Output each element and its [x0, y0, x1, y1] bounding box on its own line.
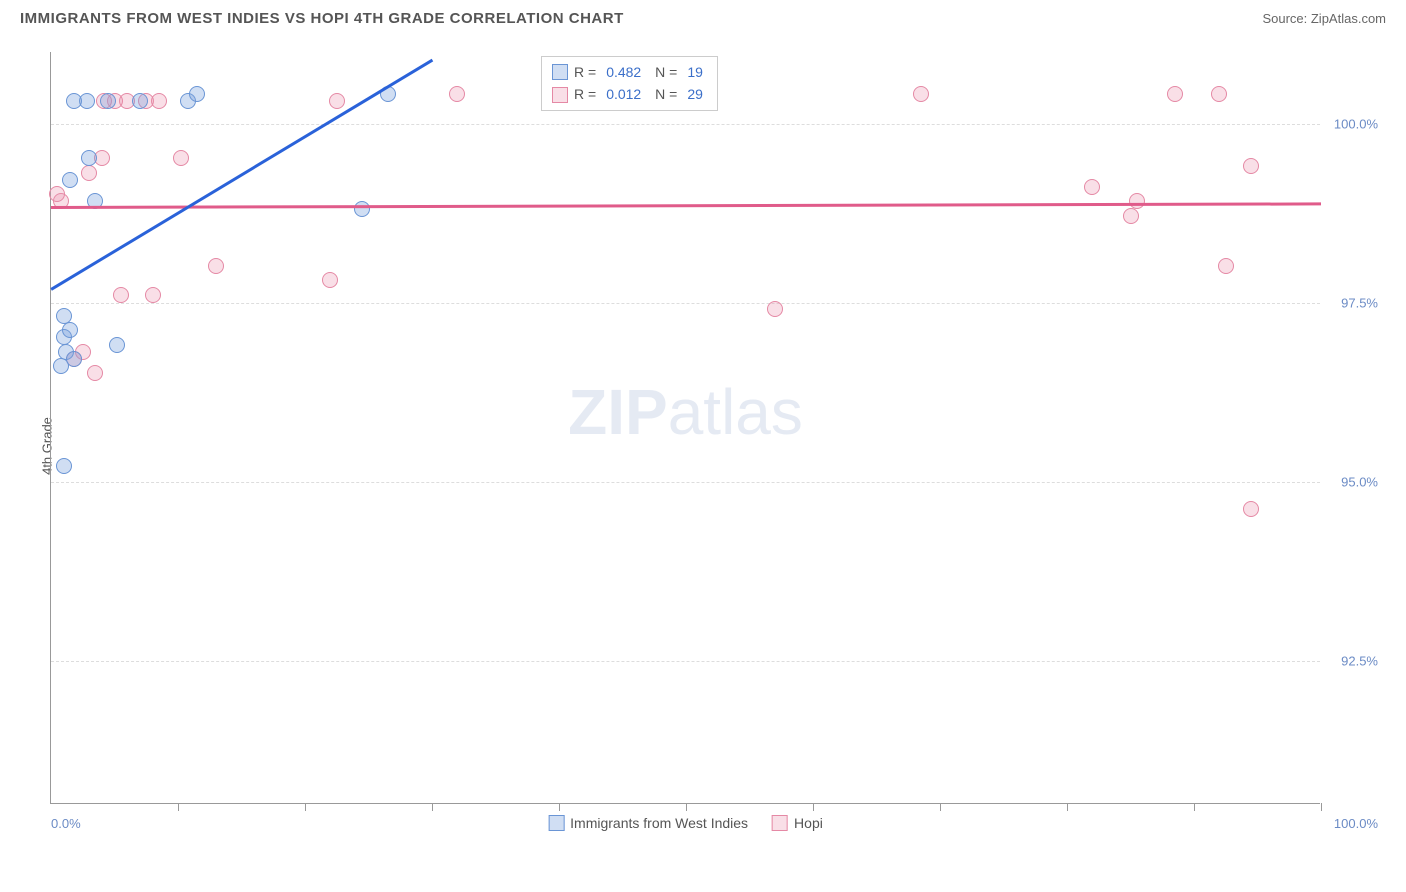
header: IMMIGRANTS FROM WEST INDIES VS HOPI 4TH …: [0, 0, 1406, 35]
scatter-point: [62, 172, 78, 188]
scatter-point: [767, 301, 783, 317]
legend-swatch-a-icon: [548, 815, 564, 831]
x-tick: [1067, 803, 1068, 811]
legend-row-a: R = 0.482 N = 19: [552, 61, 707, 83]
scatter-point: [1123, 208, 1139, 224]
series-legend: Immigrants from West Indies Hopi: [548, 815, 823, 831]
watermark: ZIPatlas: [568, 375, 803, 449]
legend-item-b: Hopi: [772, 815, 823, 831]
scatter-point: [1167, 86, 1183, 102]
scatter-point: [1084, 179, 1100, 195]
scatter-point: [87, 365, 103, 381]
scatter-point: [449, 86, 465, 102]
scatter-point: [208, 258, 224, 274]
scatter-point: [56, 308, 72, 324]
legend-row-b: R = 0.012 N = 29: [552, 83, 707, 105]
watermark-bold: ZIP: [568, 376, 668, 448]
scatter-point: [132, 93, 148, 109]
scatter-point: [56, 458, 72, 474]
scatter-point: [113, 287, 129, 303]
x-tick: [813, 803, 814, 811]
x-tick: [178, 803, 179, 811]
y-tick-label: 100.0%: [1334, 116, 1378, 131]
source-label: Source: ZipAtlas.com: [1262, 11, 1386, 26]
scatter-point: [100, 93, 116, 109]
scatter-point: [81, 150, 97, 166]
scatter-point: [173, 150, 189, 166]
gridline: [51, 124, 1320, 125]
legend-swatch-b: [552, 87, 568, 103]
legend-n-label-a: N =: [651, 61, 677, 83]
scatter-point: [145, 287, 161, 303]
scatter-point: [109, 337, 125, 353]
x-tick: [1321, 803, 1322, 811]
scatter-point: [49, 186, 65, 202]
chart-title: IMMIGRANTS FROM WEST INDIES VS HOPI 4TH …: [20, 10, 624, 27]
scatter-point: [913, 86, 929, 102]
x-tick: [1194, 803, 1195, 811]
x-tick: [686, 803, 687, 811]
scatter-point: [53, 358, 69, 374]
scatter-point: [1243, 501, 1259, 517]
chart-area: ZIPatlas R = 0.482 N = 19 R = 0.012 N = …: [50, 52, 1320, 804]
scatter-point: [62, 322, 78, 338]
legend-swatch-a: [552, 64, 568, 80]
legend-n-label-b: N =: [651, 83, 677, 105]
scatter-point: [354, 201, 370, 217]
legend-label-a: Immigrants from West Indies: [570, 815, 748, 831]
scatter-point: [1243, 158, 1259, 174]
gridline: [51, 482, 1320, 483]
scatter-point: [1218, 258, 1234, 274]
legend-swatch-b-icon: [772, 815, 788, 831]
legend-r-label-a: R =: [574, 61, 596, 83]
gridline: [51, 661, 1320, 662]
scatter-point: [81, 165, 97, 181]
scatter-point: [66, 93, 82, 109]
legend-item-a: Immigrants from West Indies: [548, 815, 748, 831]
watermark-light: atlas: [668, 376, 803, 448]
y-tick-label: 95.0%: [1341, 474, 1378, 489]
legend-r-value-a: 0.482: [606, 61, 641, 83]
scatter-point: [1211, 86, 1227, 102]
legend-r-value-b: 0.012: [606, 83, 641, 105]
x-tick: [432, 803, 433, 811]
scatter-point: [189, 86, 205, 102]
x-tick: [940, 803, 941, 811]
legend-n-value-b: 29: [687, 83, 703, 105]
x-tick: [559, 803, 560, 811]
y-tick-label: 97.5%: [1341, 295, 1378, 310]
scatter-point: [322, 272, 338, 288]
scatter-point: [329, 93, 345, 109]
y-tick-label: 92.5%: [1341, 653, 1378, 668]
x-axis-max-label: 100.0%: [1334, 816, 1378, 831]
x-axis-min-label: 0.0%: [51, 816, 81, 831]
legend-r-label-b: R =: [574, 83, 596, 105]
correlation-legend: R = 0.482 N = 19 R = 0.012 N = 29: [541, 56, 718, 111]
gridline: [51, 303, 1320, 304]
legend-n-value-a: 19: [687, 61, 703, 83]
legend-label-b: Hopi: [794, 815, 823, 831]
scatter-point: [151, 93, 167, 109]
x-tick: [305, 803, 306, 811]
